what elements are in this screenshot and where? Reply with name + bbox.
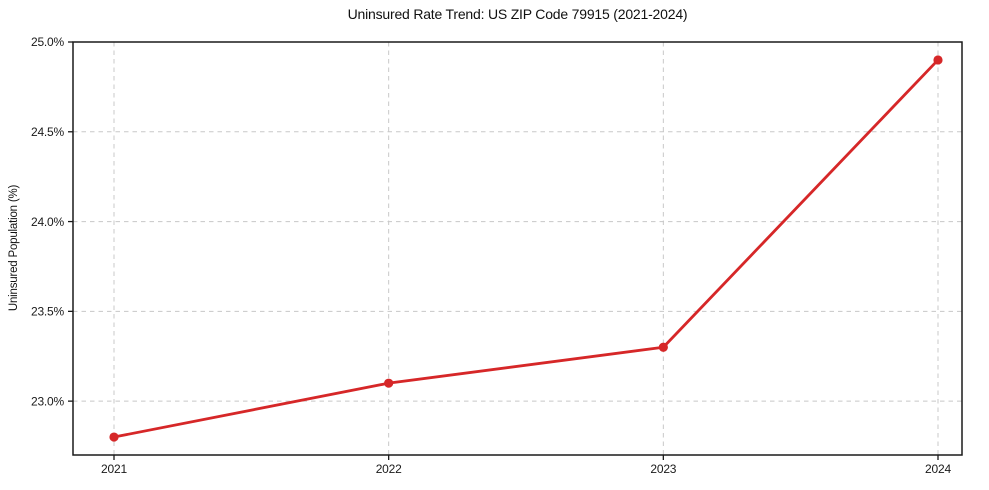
data-point-2021: [109, 432, 119, 442]
axes-spines: [72, 41, 963, 456]
y-tick-label: 25.0%: [31, 35, 65, 49]
x-tick-label: 2021: [101, 462, 127, 476]
x-tick-label: 2024: [925, 462, 951, 476]
y-tick-label: 23.0%: [31, 394, 65, 408]
x-tick-label: 2023: [650, 462, 676, 476]
y-tick-label: 23.5%: [31, 305, 65, 319]
data-point-2022: [384, 378, 394, 388]
data-point-2024: [933, 55, 943, 65]
y-tick-label: 24.5%: [31, 125, 65, 139]
chart-title: Uninsured Rate Trend: US ZIP Code 79915 …: [347, 6, 688, 22]
x-tick-label: 2022: [376, 462, 402, 476]
trend-line: [112, 58, 940, 439]
data-point-2023: [658, 342, 668, 352]
y-tick-label: 24.0%: [31, 215, 65, 229]
